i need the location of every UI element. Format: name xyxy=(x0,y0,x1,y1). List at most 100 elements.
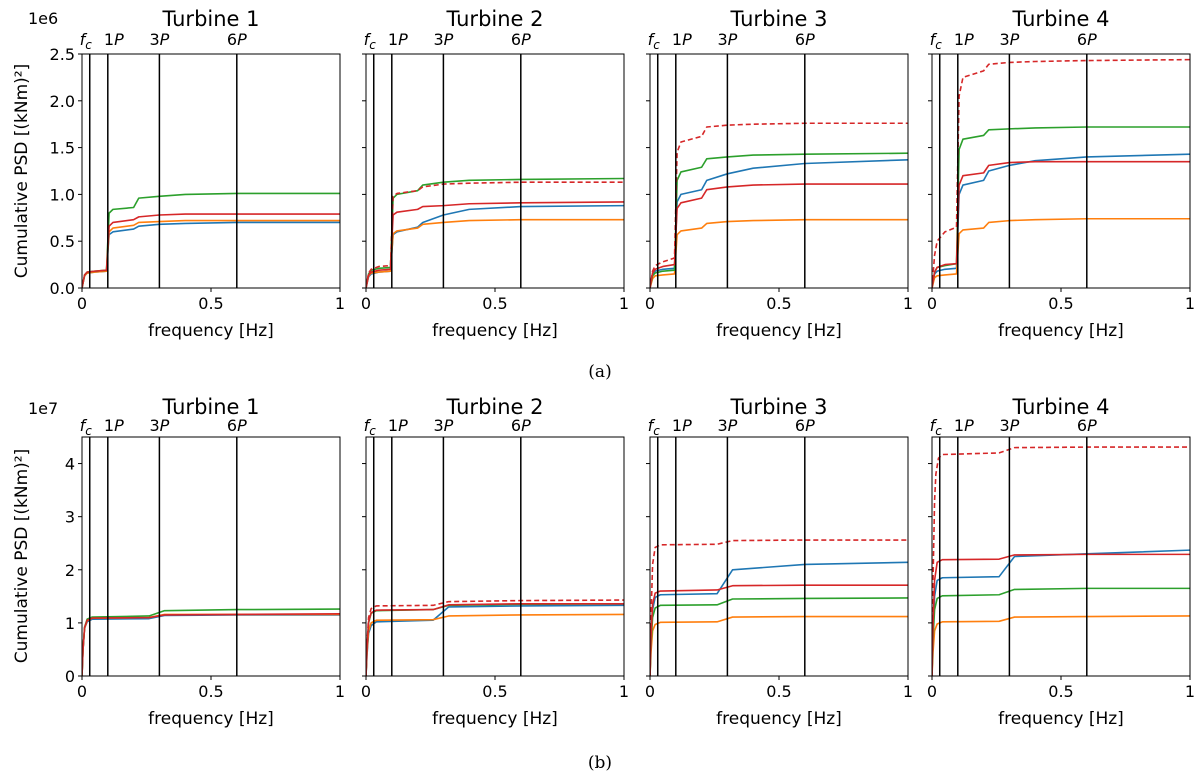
marker-label-1: fc xyxy=(648,30,661,52)
series-line-5-dashed xyxy=(650,122,908,288)
plot-frame xyxy=(649,436,909,677)
panel-turbine-1: 0 0.5 1 0.0 0.5 1.0 1.5 2.0 2.5 frequency [Hz] Tur… xyxy=(50,7,346,341)
marker-label-3: 3P xyxy=(999,30,1019,49)
panel-turbine-4: 0 0.5 1 frequency [Hz] Turbine 4 fc 1P 3P 6P xyxy=(927,395,1195,729)
marker-label-2: 1P xyxy=(388,416,408,435)
series-line-2 xyxy=(366,613,624,676)
y-tick-label: 0.0 xyxy=(50,279,75,298)
series-line-1 xyxy=(82,221,340,288)
marker-label-1: fc xyxy=(648,416,661,438)
marker-label-2: 1P xyxy=(672,416,692,435)
panel-turbine-3: 0 0.5 1 frequency [Hz] Turbine 3 fc 1P 3P 6P xyxy=(645,7,913,341)
y-tick-label: 4 xyxy=(65,455,75,474)
series-line-5-dashed xyxy=(932,446,1190,676)
x-tick-label: 0 xyxy=(361,294,371,313)
series-line-4 xyxy=(932,160,1190,288)
x-axis-label: frequency [Hz] xyxy=(432,321,558,341)
series-line-4 xyxy=(366,201,624,288)
x-tick-label: 0.5 xyxy=(198,682,223,701)
x-tick-label: 1 xyxy=(335,294,345,313)
marker-label-1: fc xyxy=(364,416,377,438)
y-offset-text: 1e7 xyxy=(28,399,58,418)
plot-frame xyxy=(81,436,341,677)
series-line-3 xyxy=(650,152,908,288)
y-tick-label: 0.5 xyxy=(50,232,75,251)
series-line-2 xyxy=(932,217,1190,288)
series-line-3 xyxy=(82,192,340,288)
x-tick-label: 0.5 xyxy=(482,682,507,701)
series-line-3 xyxy=(366,177,624,288)
y-axis-label: Cumulative PSD [(kNm)²] xyxy=(12,449,32,663)
x-tick-label: 1 xyxy=(1185,294,1195,313)
marker-label-2: 1P xyxy=(104,416,124,435)
series-line-2 xyxy=(650,218,908,288)
plot-frame xyxy=(931,436,1191,677)
plot-frame xyxy=(81,53,341,289)
series-line-1 xyxy=(82,614,340,676)
x-tick-label: 0 xyxy=(927,294,937,313)
marker-label-1: fc xyxy=(930,416,943,438)
y-tick-label: 1.0 xyxy=(50,185,75,204)
panel-turbine-1: 0 0.5 1 0 1 2 3 4 frequency [Hz] Turbine 1 fc 1P 3P 6… xyxy=(65,395,345,729)
x-tick-label: 1 xyxy=(1185,682,1195,701)
series-line-2 xyxy=(82,613,340,676)
series-line-4 xyxy=(366,602,624,676)
x-tick-label: 0 xyxy=(77,682,87,701)
series-line-5-dashed xyxy=(366,181,624,288)
marker-label-2: 1P xyxy=(672,30,692,49)
marker-label-2: 1P xyxy=(388,30,408,49)
marker-label-1: fc xyxy=(930,30,943,52)
series-line-5-dashed xyxy=(366,599,624,676)
series-line-1 xyxy=(650,158,908,288)
panel-title: Turbine 4 xyxy=(1011,395,1109,419)
x-tick-label: 0.5 xyxy=(766,294,791,313)
y-offset-text: 1e6 xyxy=(28,9,58,28)
y-tick-label: 1 xyxy=(65,614,75,633)
x-axis-label: frequency [Hz] xyxy=(716,709,842,729)
x-tick-label: 0.5 xyxy=(198,294,223,313)
marker-label-4: 6P xyxy=(1077,416,1097,435)
series-line-1 xyxy=(932,549,1190,676)
marker-label-4: 6P xyxy=(1077,30,1097,49)
marker-label-3: 3P xyxy=(717,30,737,49)
marker-label-3: 3P xyxy=(717,416,737,435)
marker-label-3: 3P xyxy=(433,30,453,49)
y-axis-label: Cumulative PSD [(kNm)²] xyxy=(12,64,32,278)
x-axis-label: frequency [Hz] xyxy=(998,321,1124,341)
x-tick-label: 1 xyxy=(903,682,913,701)
x-tick-label: 0.5 xyxy=(482,294,507,313)
x-tick-label: 0 xyxy=(927,682,937,701)
x-tick-label: 0 xyxy=(77,294,87,313)
x-tick-label: 0.5 xyxy=(766,682,791,701)
series-line-4 xyxy=(82,613,340,676)
series-line-5-dashed xyxy=(650,539,908,676)
plot-frame xyxy=(365,436,625,677)
plot-frame xyxy=(931,53,1191,289)
series-line-4 xyxy=(932,553,1190,676)
marker-label-1: fc xyxy=(364,30,377,52)
series-line-2 xyxy=(650,615,908,676)
panel-title: Turbine 2 xyxy=(445,395,543,419)
x-tick-label: 1 xyxy=(335,682,345,701)
panel-title: Turbine 1 xyxy=(161,395,259,419)
series-line-3 xyxy=(932,126,1190,288)
marker-label-3: 3P xyxy=(149,416,169,435)
marker-label-1: fc xyxy=(80,416,93,438)
marker-label-1: fc xyxy=(80,30,93,52)
marker-label-4: 6P xyxy=(795,416,815,435)
caption-a: (a) xyxy=(588,362,611,382)
plot-frame xyxy=(365,53,625,289)
x-tick-label: 0.5 xyxy=(1048,682,1073,701)
x-tick-label: 0.5 xyxy=(1048,294,1073,313)
x-axis-label: frequency [Hz] xyxy=(432,709,558,729)
panel-turbine-2: 0 0.5 1 frequency [Hz] Turbine 2 fc 1P 3P 6P xyxy=(361,395,629,729)
marker-label-4: 6P xyxy=(227,30,247,49)
series-line-1 xyxy=(650,561,908,676)
x-axis-label: frequency [Hz] xyxy=(998,709,1124,729)
series-line-1 xyxy=(366,204,624,288)
x-tick-label: 0 xyxy=(645,294,655,313)
figure-rows: Cumulative PSD [(kNm)²] 1e6 0 0.5 1 0.0 0.5 1.0… xyxy=(12,7,1195,729)
marker-label-2: 1P xyxy=(104,30,124,49)
